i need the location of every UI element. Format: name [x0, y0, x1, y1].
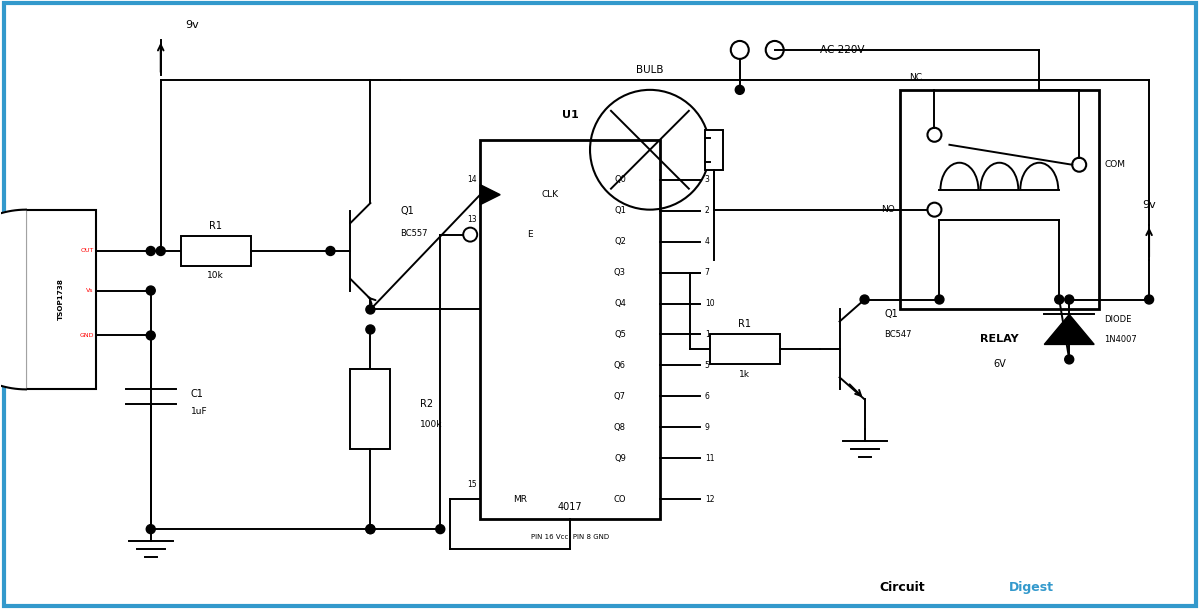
Text: 5: 5	[704, 361, 709, 370]
Text: Digest: Digest	[1009, 580, 1055, 594]
Circle shape	[326, 247, 335, 256]
Text: MR: MR	[514, 495, 527, 504]
Text: E: E	[527, 230, 533, 239]
Text: R2: R2	[420, 400, 433, 409]
Circle shape	[366, 524, 374, 533]
Text: 6V: 6V	[992, 359, 1006, 370]
Text: Q2: Q2	[614, 237, 626, 246]
Text: 4: 4	[704, 237, 709, 246]
Text: 4017: 4017	[558, 502, 582, 512]
Text: 9: 9	[704, 423, 709, 432]
Text: C1: C1	[191, 389, 204, 400]
Text: U1: U1	[562, 110, 578, 120]
Circle shape	[935, 295, 944, 304]
Text: Q9: Q9	[614, 454, 626, 463]
Text: 1uF: 1uF	[191, 407, 208, 416]
Text: Q1: Q1	[401, 206, 414, 216]
Text: Q3: Q3	[614, 268, 626, 277]
Text: 9v: 9v	[186, 20, 199, 30]
Text: 15: 15	[468, 480, 478, 488]
Text: DIODE: DIODE	[1104, 315, 1132, 324]
Text: Q1: Q1	[884, 309, 899, 320]
Circle shape	[146, 524, 155, 533]
Text: COM: COM	[1104, 160, 1126, 169]
Bar	[704, 130, 722, 170]
Polygon shape	[1044, 314, 1094, 345]
Text: Q7: Q7	[614, 392, 626, 401]
Text: Q6: Q6	[614, 361, 626, 370]
Circle shape	[860, 295, 869, 304]
Bar	[26, 209, 96, 389]
Text: NO: NO	[881, 205, 894, 214]
Bar	[181, 236, 251, 266]
Circle shape	[146, 331, 155, 340]
Text: CO: CO	[613, 495, 626, 504]
Text: OUT: OUT	[80, 248, 94, 253]
Text: 100k: 100k	[420, 420, 443, 429]
Text: 10k: 10k	[208, 272, 224, 281]
Text: 3: 3	[704, 175, 709, 184]
Circle shape	[156, 247, 166, 256]
Text: BC547: BC547	[884, 330, 912, 339]
Text: 1: 1	[704, 330, 709, 339]
Circle shape	[146, 247, 155, 256]
Circle shape	[146, 286, 155, 295]
Text: Q8: Q8	[614, 423, 626, 432]
Text: GND: GND	[79, 333, 94, 338]
Text: Q0: Q0	[614, 175, 626, 184]
Circle shape	[1064, 355, 1074, 364]
Text: 13: 13	[468, 215, 478, 224]
Circle shape	[736, 85, 744, 94]
Polygon shape	[480, 185, 500, 205]
Text: Q5: Q5	[614, 330, 626, 339]
Bar	[480, 140, 660, 519]
Text: R1: R1	[209, 221, 222, 231]
Circle shape	[366, 305, 374, 314]
Text: Vs: Vs	[86, 288, 94, 293]
Text: 14: 14	[468, 175, 478, 184]
Text: 1k: 1k	[739, 370, 750, 379]
Text: 9v: 9v	[1142, 200, 1156, 209]
Text: 10: 10	[704, 299, 714, 308]
Circle shape	[366, 325, 374, 334]
Circle shape	[1055, 295, 1063, 304]
Text: AC 220V: AC 220V	[820, 45, 864, 55]
Text: BULB: BULB	[636, 65, 664, 75]
FancyBboxPatch shape	[4, 3, 1196, 606]
Text: TSOP1738: TSOP1738	[58, 278, 64, 320]
Text: BC557: BC557	[401, 228, 428, 238]
Bar	[900, 90, 1099, 309]
Bar	[710, 334, 780, 364]
Circle shape	[366, 524, 374, 533]
Text: 11: 11	[704, 454, 714, 463]
Circle shape	[1064, 295, 1074, 304]
Circle shape	[436, 524, 445, 533]
Text: 7: 7	[704, 268, 709, 277]
Text: R1: R1	[738, 320, 751, 329]
Text: Circuit: Circuit	[880, 580, 925, 594]
Text: RELAY: RELAY	[980, 334, 1019, 345]
Circle shape	[1145, 295, 1153, 304]
Bar	[350, 370, 390, 449]
Text: Q4: Q4	[614, 299, 626, 308]
Text: NC: NC	[910, 73, 923, 82]
Text: 1N4007: 1N4007	[1104, 335, 1136, 344]
Text: 6: 6	[704, 392, 709, 401]
Polygon shape	[0, 209, 26, 389]
Text: 12: 12	[704, 495, 714, 504]
Text: Q1: Q1	[614, 206, 626, 215]
Text: PIN 16 Vcc, PIN 8 GND: PIN 16 Vcc, PIN 8 GND	[530, 534, 610, 540]
Text: CLK: CLK	[541, 190, 559, 199]
Text: 2: 2	[704, 206, 709, 215]
